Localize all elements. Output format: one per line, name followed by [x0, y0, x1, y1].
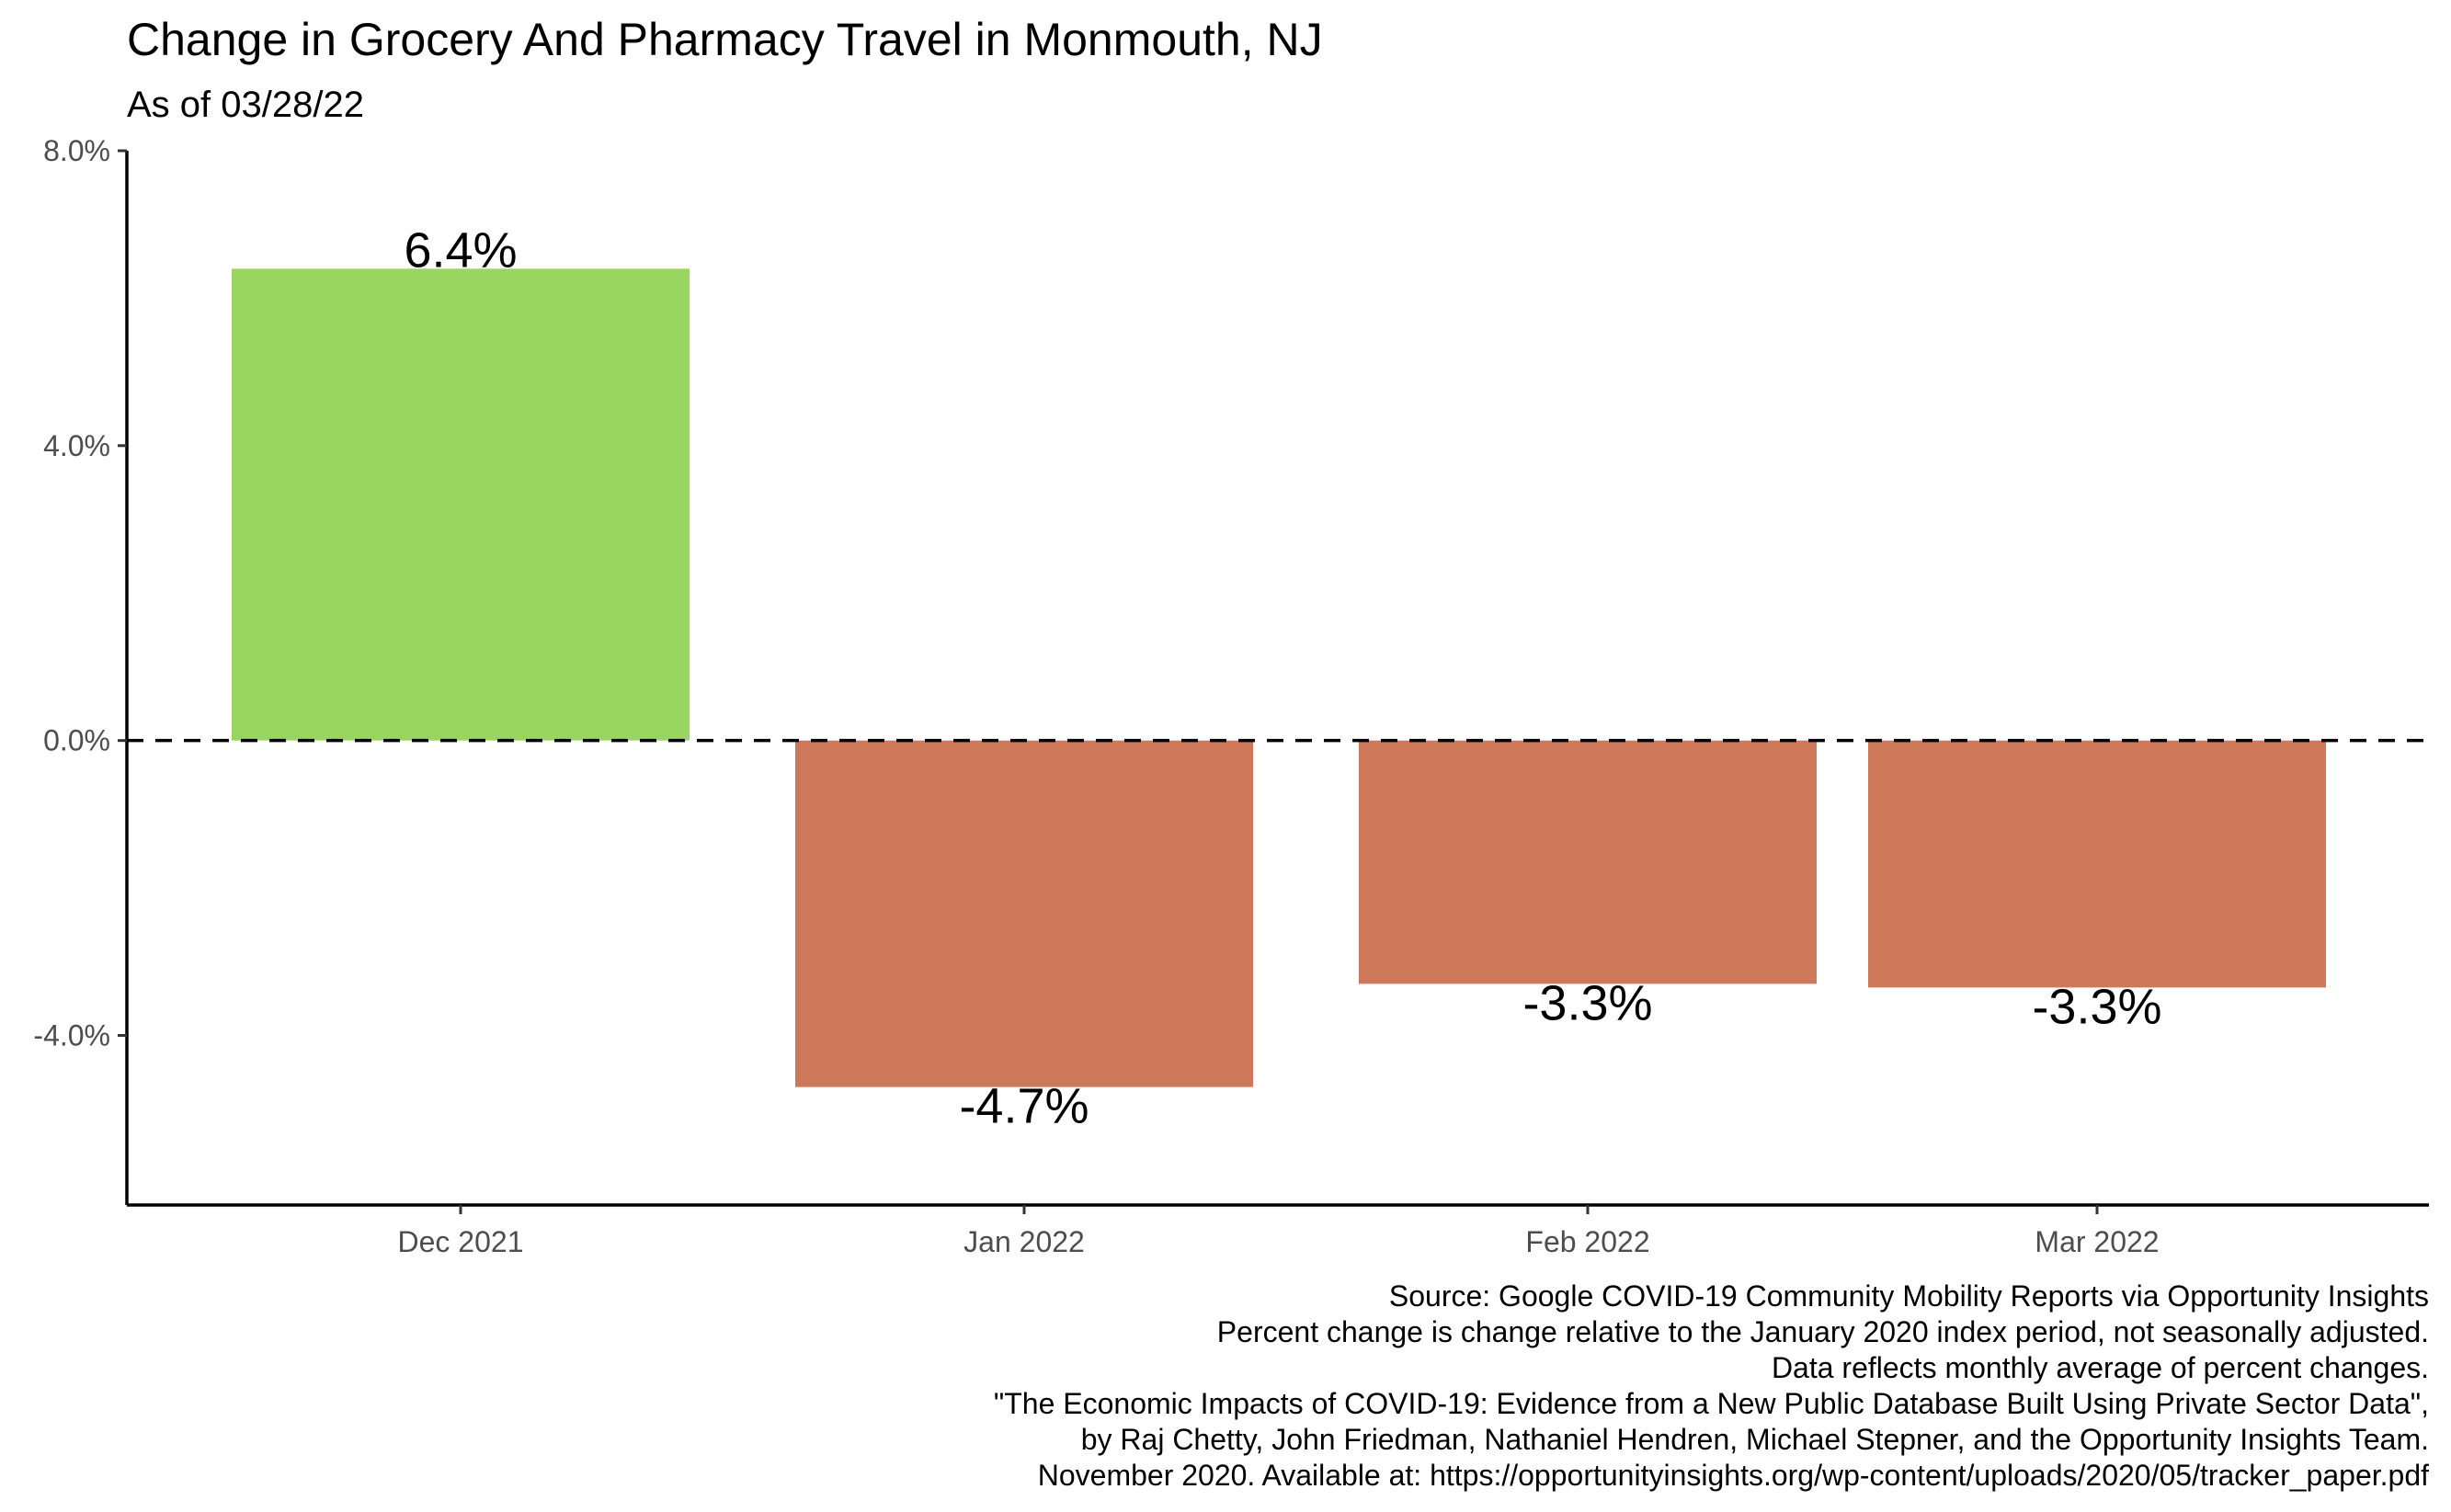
y-axis: 8.0% 4.0% 0.0% -4.0%	[33, 134, 129, 1205]
chart-title: Change in Grocery And Pharmacy Travel in…	[127, 14, 1323, 65]
x-tick-label: Dec 2021	[398, 1225, 524, 1258]
bar	[1359, 740, 1817, 984]
bar	[795, 740, 1253, 1087]
caption-line-2: Percent change is change relative to the…	[1217, 1315, 2429, 1348]
x-tick-label: Feb 2022	[1525, 1225, 1649, 1258]
caption-line-6: November 2020. Available at: https://opp…	[1038, 1459, 2429, 1492]
caption-line-3: Data reflects monthly average of percent…	[1772, 1351, 2429, 1384]
caption-line-4: "The Economic Impacts of COVID-19: Evide…	[994, 1387, 2429, 1420]
bars	[232, 268, 2326, 1087]
x-tick-label: Mar 2022	[2035, 1225, 2159, 1258]
y-tick-label: -4.0%	[33, 1019, 110, 1052]
y-tick-label: 0.0%	[43, 724, 110, 757]
x-tick-label: Jan 2022	[963, 1225, 1085, 1258]
chart-subtitle: As of 03/28/22	[127, 85, 364, 125]
x-axis: Dec 2021 Jan 2022 Feb 2022 Mar 2022	[127, 1203, 2429, 1258]
bar	[232, 268, 690, 741]
data-label: -3.3%	[2032, 979, 2161, 1034]
data-label: 6.4%	[404, 222, 517, 278]
caption-line-1: Source: Google COVID-19 Community Mobili…	[1389, 1279, 2429, 1313]
caption-line-5: by Raj Chetty, John Friedman, Nathaniel …	[1081, 1423, 2429, 1456]
y-tick-label: 8.0%	[43, 134, 110, 167]
data-label: -4.7%	[959, 1079, 1089, 1134]
data-labels: 6.4% -4.7% -3.3% -3.3%	[404, 222, 2161, 1133]
data-label: -3.3%	[1522, 975, 1652, 1030]
caption: Source: Google COVID-19 Community Mobili…	[994, 1279, 2429, 1492]
bar	[1868, 740, 2326, 988]
y-tick-label: 4.0%	[43, 429, 110, 462]
